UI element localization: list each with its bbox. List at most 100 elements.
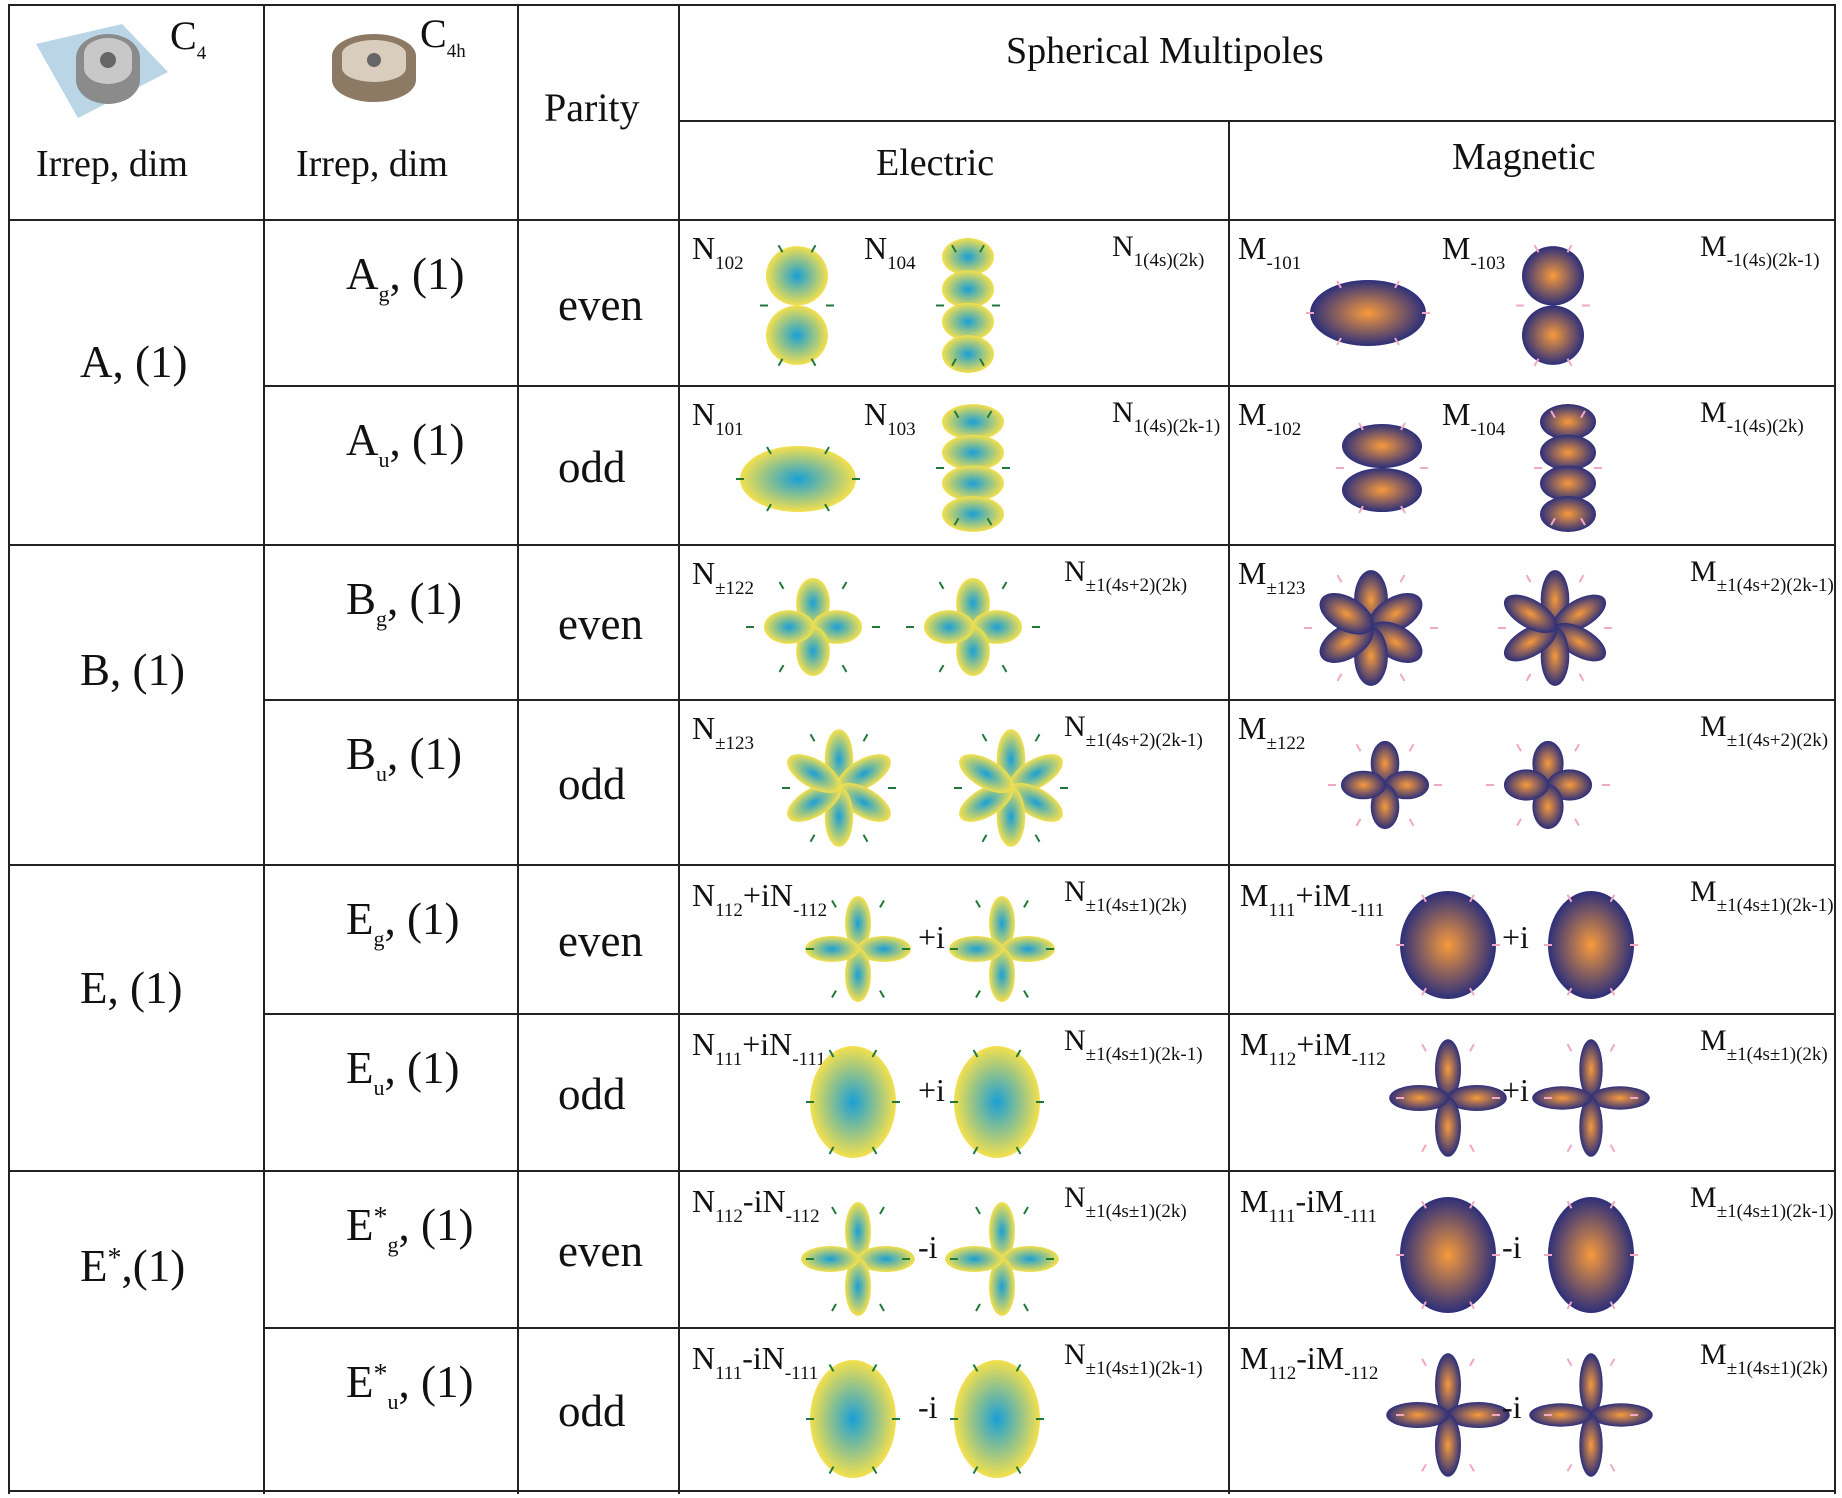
irrep-subscript: g [373, 926, 385, 951]
combo-term-a-subscript: 112 [1268, 1363, 1297, 1384]
electric-general-multipole-subscript: ±1(4s+2)(2k-1) [1085, 730, 1203, 751]
combo-term-a-subscript: 111 [1268, 900, 1296, 921]
combo-operator: -i [742, 1340, 762, 1376]
combo-term-a: M [1240, 1026, 1269, 1062]
electric-general-multipole: N1(4s)(2k-1) [1112, 396, 1220, 437]
irrep-dimension: , (1) [384, 1043, 460, 1093]
combo-term-a-subscript: 111 [1268, 1206, 1296, 1227]
combo-term-b: N [761, 1340, 785, 1376]
electric-multipole-1-subscript: ±123 [715, 733, 755, 754]
combo-term-a-subscript: 112 [1268, 1049, 1297, 1070]
magnetic-pattern-2 [1516, 244, 1590, 367]
electric-general-multipole: N±1(4s+2)(2k-1) [1064, 712, 1203, 751]
magnetic-multipole-2: M-104 [1442, 398, 1505, 439]
electric-multipole-1: N102 [692, 232, 744, 273]
magnetic-general-multipole-symbol: M [1690, 875, 1717, 908]
electric-multipole-1: N101 [692, 398, 744, 439]
c4h-structure-icon [332, 34, 416, 102]
row-parity: even [558, 916, 643, 966]
magnetic-general-multipole-symbol: M [1700, 1024, 1727, 1057]
electric-pattern-1 [746, 578, 880, 676]
electric-multipole-1-symbol: N [692, 230, 716, 266]
electric-general-multipole: N±1(4s+2)(2k) [1064, 555, 1188, 596]
row-irrep-label: Eg, (1) [346, 897, 459, 950]
magnetic-general-multipole: M±1(4s±1)(2k) [1700, 1340, 1828, 1379]
magnetic-general-multipole-symbol: M [1690, 555, 1717, 588]
electric-pattern-2 [936, 404, 1010, 532]
row-irrep-label: Bu, (1) [346, 732, 462, 785]
magnetic-pattern-2 [1529, 1353, 1653, 1477]
magnetic-multipole-1-subscript: ±123 [1266, 578, 1306, 599]
combo-term-b-subscript: -112 [1351, 1049, 1386, 1070]
irrep-symbol: A [346, 249, 379, 299]
combo-term-a-subscript: 111 [715, 1049, 743, 1070]
c4-structure-icon [36, 24, 168, 118]
electric-general-multipole-symbol: N [1112, 396, 1134, 429]
combo-operator: -i [742, 1183, 763, 1219]
magnetic-multipole-2-symbol: M [1442, 230, 1471, 266]
irrep-symbol: B [346, 729, 377, 779]
magnetic-general-multipole-symbol: M [1700, 396, 1727, 429]
magnetic-general-multipole: M±1(4s±1)(2k-1) [1690, 875, 1834, 916]
electric-general-multipole-subscript: ±1(4s±1)(2k) [1085, 895, 1187, 916]
irrep-subscript: u [387, 1389, 399, 1414]
electric-pattern-2 [945, 1202, 1059, 1316]
combo-term-a: M [1240, 877, 1269, 913]
irrep-subscript: g [376, 606, 388, 631]
electric-operator: -i [918, 1389, 938, 1425]
magnetic-multipole-1: M-102 [1238, 398, 1301, 439]
magnetic-pattern-1 [1386, 1353, 1510, 1477]
combo-term-a: N [692, 1026, 716, 1062]
magnetic-multipole-1-symbol: M [1238, 710, 1267, 746]
combo-term-a: N [692, 1340, 716, 1376]
electric-pattern-2 [950, 1360, 1044, 1478]
electric-multipole-2-symbol: N [864, 230, 888, 266]
magnetic-multipole-2: M-103 [1442, 232, 1505, 273]
irrep-dimension: , (1) [398, 1200, 474, 1250]
magnetic-operator: -i [1502, 1389, 1522, 1425]
magnetic-general-multipole-subscript: ±1(4s+2)(2k-1) [1716, 575, 1834, 596]
magnetic-pattern-2 [1544, 1197, 1638, 1313]
magnetic-general-multipole-subscript: ±1(4s±1)(2k) [1726, 1358, 1828, 1379]
electric-multipole-2-subscript: 103 [887, 419, 916, 440]
irrep-dimension: , (1) [389, 249, 465, 299]
electric-pattern-1 [805, 896, 911, 1002]
electric-general-multipole: N±1(4s±1)(2k) [1064, 877, 1187, 916]
c4h-label: C4h [420, 11, 466, 62]
electric-general-multipole-symbol: N [1064, 555, 1086, 588]
combo-term-a-subscript: 111 [715, 1363, 743, 1384]
magnetic-combination-label: M111-iM-111 [1240, 1185, 1377, 1226]
row-parity: odd [558, 442, 626, 492]
combo-term-b: M [1315, 1340, 1345, 1376]
electric-general-multipole: N±1(4s±1)(2k) [1064, 1183, 1187, 1222]
electric-pattern-2 [950, 1046, 1044, 1158]
combo-term-a: N [692, 877, 716, 913]
combo-operator: +i [1296, 1026, 1324, 1062]
combo-term-b: N [769, 1026, 793, 1062]
combo-term-a: M [1240, 1340, 1269, 1376]
magnetic-pattern-1 [1396, 1197, 1500, 1313]
electric-general-multipole-subscript: ±1(4s+2)(2k) [1085, 575, 1188, 596]
magnetic-general-multipole-subscript: ±1(4s±1)(2k) [1726, 1044, 1828, 1065]
row-irrep-label: Bg, (1) [346, 577, 462, 630]
magnetic-multipole-1-subscript: -102 [1266, 419, 1302, 440]
magnetic-general-multipole-subscript: -1(4s)(2k-1) [1726, 250, 1820, 271]
magnetic-general-multipole: M±1(4s±1)(2k-1) [1690, 1183, 1834, 1222]
combo-operator: +i [1295, 877, 1323, 913]
combo-term-b-subscript: -111 [1343, 1206, 1377, 1227]
magnetic-general-multipole-subscript: ±1(4s+2)(2k) [1726, 730, 1829, 751]
c4h-irrep-dim-header: Irrep, dim [296, 143, 448, 185]
combo-term-a-subscript: 112 [715, 900, 743, 921]
magnetic-pattern-2 [1498, 570, 1612, 686]
magnetic-combination-label: M112+iM-112 [1240, 1028, 1386, 1069]
electric-general-multipole: N1(4s)(2k) [1112, 232, 1204, 271]
magnetic-multipole-1-subscript: -101 [1266, 253, 1302, 274]
combo-term-b-subscript: -112 [1344, 1363, 1379, 1384]
electric-pattern-1 [806, 1360, 900, 1478]
magnetic-pattern-2 [1534, 404, 1602, 532]
c4-irrep-dim-header: Irrep, dim [36, 143, 188, 185]
electric-multipole-2-symbol: N [864, 396, 888, 432]
electric-multipole-1-symbol: N [692, 555, 716, 591]
electric-multipole-1-subscript: ±122 [715, 578, 755, 599]
row-irrep-label: Ag, (1) [346, 252, 464, 305]
